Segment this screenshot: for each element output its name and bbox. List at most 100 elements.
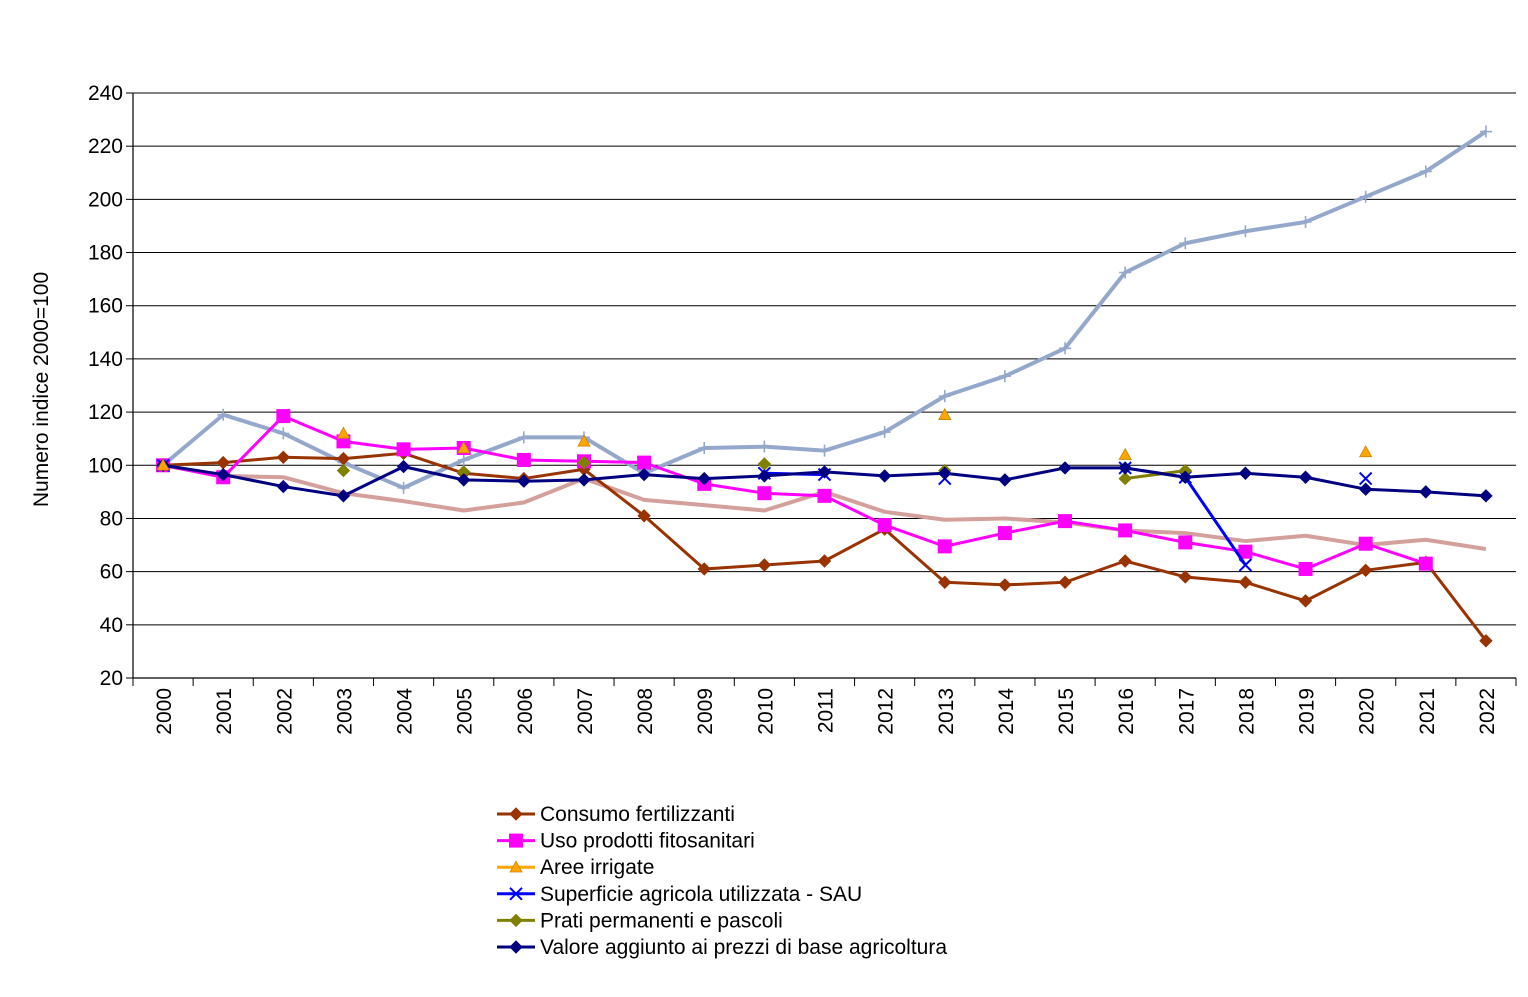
data-point xyxy=(216,455,230,470)
data-point xyxy=(1058,575,1072,589)
data-point xyxy=(878,426,891,439)
series-line xyxy=(162,451,1488,642)
data-point xyxy=(517,474,531,488)
data-point xyxy=(938,466,952,480)
data-point xyxy=(509,913,523,928)
data-point xyxy=(1238,466,1253,480)
data-point xyxy=(509,940,523,954)
data-point xyxy=(1178,570,1192,584)
y-tick-labels: 20 40 60 80 100 120 140 160 180 200 220 240 xyxy=(88,82,123,690)
data-point xyxy=(1118,447,1132,460)
y-tick-label: 60 xyxy=(100,561,123,584)
data-point xyxy=(1298,561,1313,576)
data-point xyxy=(1358,563,1373,578)
data-point xyxy=(1358,536,1373,551)
data-point xyxy=(938,575,952,589)
y-tick-label: 140 xyxy=(88,348,123,371)
data-point xyxy=(396,459,411,474)
data-point xyxy=(1479,125,1492,138)
data-point xyxy=(1178,535,1193,550)
series-7 xyxy=(157,125,1492,494)
data-point xyxy=(877,518,892,533)
x-tick-label: 2014 xyxy=(995,688,1018,735)
data-point xyxy=(1479,489,1493,503)
data-point xyxy=(397,481,410,494)
y-tick-label: 80 xyxy=(100,507,123,530)
y-tick-label: 220 xyxy=(88,135,123,158)
y-tick-label: 120 xyxy=(88,401,123,424)
x-tick-label: 2022 xyxy=(1476,688,1499,735)
data-point xyxy=(217,408,230,421)
data-point xyxy=(997,526,1012,541)
data-point xyxy=(1359,190,1372,203)
data-point xyxy=(1298,470,1313,484)
x-tick-label: 2009 xyxy=(694,688,717,735)
legend-item: Uso prodotti fitosanitari xyxy=(497,830,755,853)
x-tick-label: 2020 xyxy=(1356,688,1379,735)
data-point xyxy=(457,453,470,466)
data-point xyxy=(938,407,952,420)
data-point xyxy=(1059,342,1072,355)
data-point xyxy=(1358,445,1373,458)
data-point xyxy=(877,469,892,483)
data-point xyxy=(336,489,351,503)
data-point xyxy=(1118,461,1132,475)
data-point xyxy=(276,479,291,494)
axes xyxy=(126,92,1517,686)
data-point xyxy=(757,486,772,501)
y-tick-label: 200 xyxy=(88,188,123,211)
y-tick-label: 160 xyxy=(88,295,123,318)
data-point xyxy=(1358,471,1373,486)
x-tick-labels: 2000 2001 2002 2003 2004 2005 2006 2007 2008 2009… xyxy=(153,688,1499,735)
data-point xyxy=(396,442,411,457)
data-point xyxy=(509,807,523,821)
data-point xyxy=(998,578,1012,592)
data-point xyxy=(817,554,832,568)
legend-item: Valore aggiunto ai prezzi di base agrico… xyxy=(497,936,947,959)
data-point xyxy=(938,390,951,403)
data-point xyxy=(516,452,531,467)
legend-label: Valore aggiunto ai prezzi di base agrico… xyxy=(540,936,947,959)
data-point xyxy=(1298,594,1313,608)
y-tick-label: 20 xyxy=(100,667,123,690)
data-point xyxy=(1479,634,1493,648)
series-5 xyxy=(156,458,1493,503)
data-point xyxy=(1238,575,1253,589)
data-point xyxy=(509,833,523,848)
data-point xyxy=(276,450,291,465)
legend-label: Prati permanenti e pascoli xyxy=(540,909,783,932)
data-point xyxy=(817,465,832,479)
data-point xyxy=(698,441,711,454)
data-point xyxy=(577,455,591,470)
data-point xyxy=(1118,523,1133,538)
gridlines xyxy=(133,92,1516,626)
x-tick-label: 2004 xyxy=(394,688,417,735)
x-tick-label: 2021 xyxy=(1416,688,1439,735)
data-point xyxy=(1239,225,1252,238)
data-point xyxy=(697,562,711,576)
data-point xyxy=(1179,237,1192,250)
x-tick-label: 2016 xyxy=(1115,688,1138,735)
legend-item: Aree irrigate xyxy=(497,856,654,879)
data-point xyxy=(336,426,351,439)
legend-label: Superficie agricola utilizzata - SAU xyxy=(540,883,862,906)
y-tick-label: 180 xyxy=(88,242,123,265)
x-tick-label: 2012 xyxy=(875,688,898,735)
x-tick-label: 2010 xyxy=(754,688,777,735)
x-tick-label: 2003 xyxy=(333,688,356,735)
data-point xyxy=(637,509,651,523)
legend-label: Aree irrigate xyxy=(540,856,654,879)
data-point xyxy=(818,444,831,457)
data-point xyxy=(637,467,651,482)
data-point xyxy=(577,473,591,487)
x-tick-label: 2005 xyxy=(454,688,477,735)
data-point xyxy=(998,370,1011,383)
data-point xyxy=(156,458,170,471)
data-point xyxy=(937,539,952,554)
x-tick-label: 2002 xyxy=(273,688,296,735)
x-tick-label: 2011 xyxy=(815,688,838,733)
data-point xyxy=(1238,558,1253,572)
data-point xyxy=(276,409,291,424)
series-line xyxy=(161,129,1488,490)
